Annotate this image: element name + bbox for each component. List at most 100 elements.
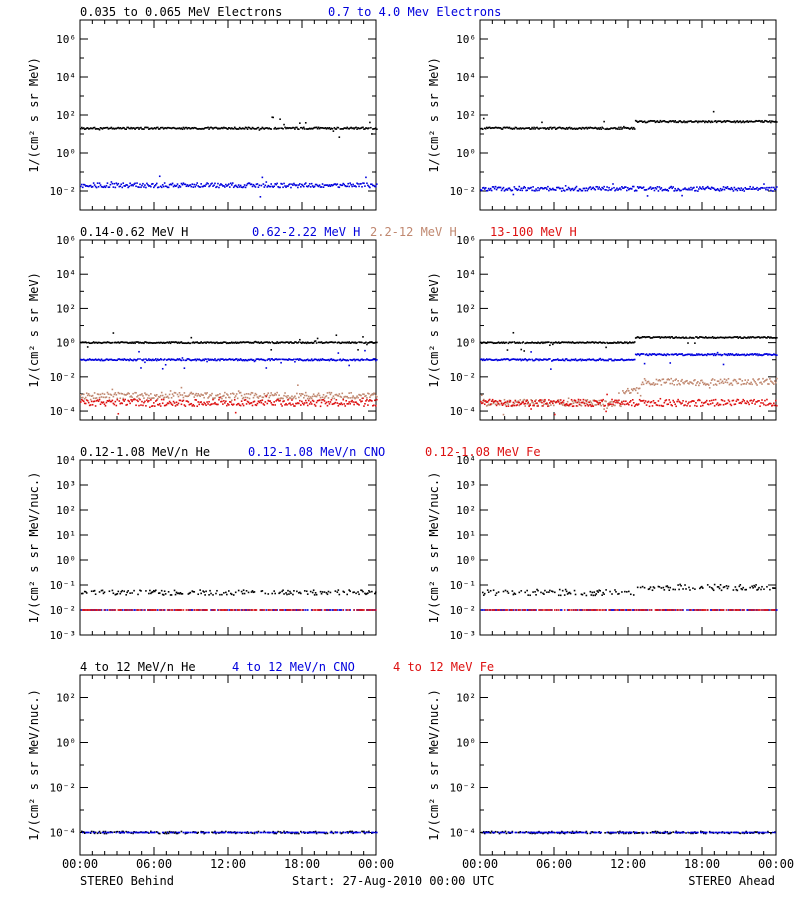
data-point: [651, 337, 654, 339]
data-point: [529, 342, 531, 344]
data-point: [558, 359, 561, 361]
data-point: [687, 188, 689, 191]
data-point: [144, 392, 146, 394]
data-point: [245, 609, 248, 611]
data-point: [557, 609, 560, 611]
data-point: [303, 590, 306, 592]
data-point: [654, 121, 657, 124]
data-point: [702, 587, 704, 589]
data-point: [368, 359, 370, 361]
data-point: [675, 189, 677, 192]
data-point: [348, 609, 350, 611]
data-point: [325, 401, 328, 404]
data-point: [264, 127, 267, 130]
data-point: [587, 341, 590, 344]
data-point: [556, 399, 559, 402]
data-point: [198, 358, 200, 361]
data-point: [484, 342, 487, 344]
data-point: [251, 590, 254, 592]
data-point: [697, 354, 699, 356]
data-point: [597, 402, 600, 404]
data-point: [241, 592, 244, 595]
data-point: [199, 609, 201, 611]
y-tick-label: 10⁰: [456, 554, 476, 567]
data-point: [139, 398, 141, 401]
data-point: [735, 336, 738, 338]
data-point: [236, 186, 239, 189]
data-point: [84, 341, 87, 343]
data-point: [261, 399, 264, 401]
data-point: [604, 359, 606, 361]
data-point: [334, 359, 337, 362]
data-point: [313, 594, 316, 596]
data-point: [598, 358, 600, 361]
data-point: [551, 609, 553, 611]
data-point: [178, 184, 181, 187]
data-point: [211, 342, 213, 344]
data-point: [731, 188, 734, 191]
data-point: [668, 379, 671, 381]
data-point: [167, 186, 170, 189]
data-point: [668, 120, 671, 123]
data-point: [571, 128, 574, 130]
data-point: [84, 609, 87, 611]
data-point: [273, 590, 275, 592]
data-point: [691, 353, 693, 356]
data-point: [582, 127, 585, 129]
data-point: [306, 185, 309, 188]
data-point: [772, 382, 774, 384]
data-point: [578, 341, 581, 344]
data-point: [674, 187, 676, 190]
data-point: [310, 403, 313, 405]
data-point: [343, 183, 346, 186]
data-point: [753, 379, 755, 382]
data-point: [353, 403, 355, 406]
data-point: [123, 127, 126, 129]
data-point: [513, 128, 516, 130]
data-point: [586, 399, 589, 401]
data-point: [368, 400, 370, 402]
data-point: [753, 120, 755, 123]
data-point: [171, 358, 174, 361]
data-point: [730, 382, 733, 385]
data-point: [621, 609, 623, 611]
data-point: [346, 402, 348, 405]
data-point: [565, 358, 568, 360]
data-point: [100, 358, 103, 361]
data-point: [570, 127, 573, 129]
data-point: [178, 592, 181, 595]
data-point: [485, 126, 488, 129]
data-point: [137, 394, 139, 397]
data-point: [371, 609, 373, 611]
data-point: [767, 383, 769, 385]
data-point: [695, 384, 697, 387]
data-point: [641, 336, 644, 338]
data-point: [725, 402, 728, 405]
data-point: [680, 584, 682, 587]
data-point: [566, 609, 569, 611]
data-point: [90, 186, 93, 188]
data-point: [183, 367, 186, 369]
data-point: [153, 609, 155, 611]
data-point: [365, 394, 367, 397]
data-point: [501, 187, 504, 190]
data-point: [286, 593, 288, 596]
data-point: [154, 395, 157, 397]
data-point: [193, 609, 196, 611]
data-point: [629, 341, 632, 344]
data-point: [732, 121, 735, 123]
data-point: [655, 354, 658, 356]
data-point: [136, 126, 138, 129]
data-point: [604, 342, 606, 344]
data-point: [559, 187, 562, 190]
data-point: [183, 342, 186, 345]
data-point: [588, 341, 591, 344]
data-point: [197, 185, 200, 187]
data-point: [176, 393, 179, 396]
data-point: [545, 609, 547, 611]
data-point: [334, 609, 337, 611]
data-point: [99, 393, 102, 396]
data-point: [356, 358, 358, 361]
data-point: [571, 187, 574, 190]
data-point: [208, 128, 210, 130]
